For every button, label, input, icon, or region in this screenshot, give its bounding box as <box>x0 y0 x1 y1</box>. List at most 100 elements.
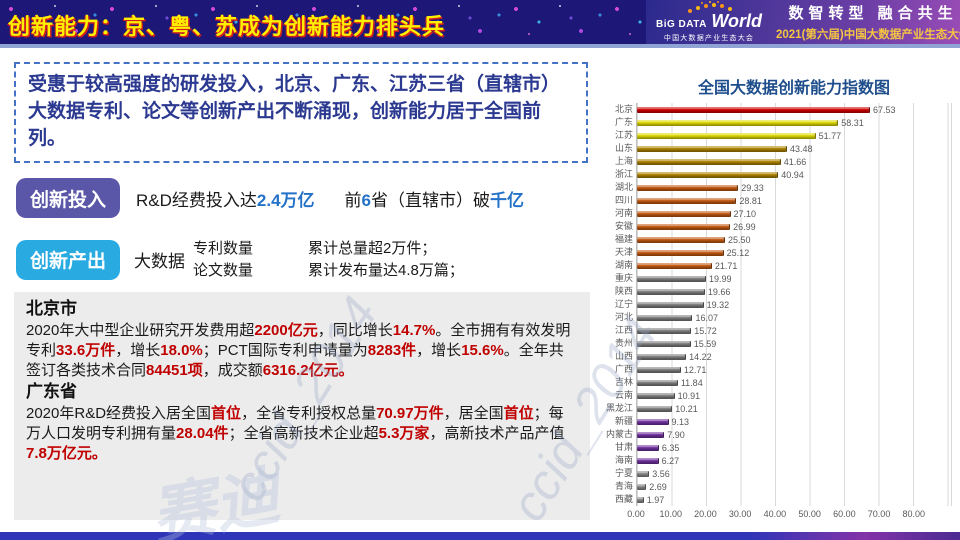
chart-category-label: 辽宁 <box>614 299 633 309</box>
chart-bar-value: 25.12 <box>726 247 750 258</box>
conference-logo-block: BiG DATA World 中国大数据产业生态大会 数智转型 融合共生 202… <box>646 0 960 44</box>
chart-bar-row: 10.21 <box>637 402 951 415</box>
chart-x-tick: 40.00 <box>763 509 787 519</box>
chart-bar <box>637 470 650 477</box>
bigdata-label: 大数据 <box>134 252 185 272</box>
chart-bar-value: 9.13 <box>671 416 690 427</box>
chart-category-label: 四川 <box>614 195 633 205</box>
chart-bar-row: 6.35 <box>637 441 951 454</box>
province-details-box: 北京市 2020年大中型企业研究开发费用超2200亿元，同比增长14.7%。全市… <box>14 292 590 520</box>
chart-category-label: 上海 <box>614 156 633 166</box>
chart-bar-value: 21.71 <box>714 260 738 271</box>
chart-bar <box>637 184 739 191</box>
globe-dots-icon <box>686 2 732 13</box>
output-items: 专利数量 论文数量 <box>193 238 253 282</box>
chart-title: 全国大数据创新能力指数图 <box>697 80 890 97</box>
chart-bar-value: 6.35 <box>661 442 680 453</box>
patent-total-text: 累计总量超2万件； <box>308 240 437 257</box>
chart-bar <box>637 223 731 230</box>
chart-category-label: 贵州 <box>614 338 633 348</box>
chart-bar-value: 58.31 <box>841 117 864 128</box>
chart-category-label: 安徽 <box>614 221 633 231</box>
chart-bar <box>637 236 725 243</box>
chart-bar-row: 29.33 <box>637 181 951 194</box>
chart-bar-row: 58.31 <box>637 116 951 129</box>
chart-bar-row: 3.56 <box>637 467 951 480</box>
intro-summary-box: 受惠于较高强度的研发投入，北京、广东、江苏三省（直辖市）大数据专利、论文等创新产… <box>14 62 588 163</box>
chart-bar-row: 43.48 <box>637 142 951 155</box>
chart-bar-value: 28.81 <box>739 195 762 206</box>
chart-bar <box>637 418 669 425</box>
rd-investment-text: R&D经费投入达2.4万亿 <box>136 190 315 210</box>
chart-bar <box>637 171 779 178</box>
chart-bar <box>637 405 673 412</box>
chart-x-tick: 60.00 <box>833 509 856 519</box>
chart-category-label: 宁夏 <box>614 468 633 478</box>
chart-bar-row: 15.72 <box>637 324 951 337</box>
beijing-title: 北京市 <box>26 299 77 318</box>
output-badge: 创新产出 <box>16 239 120 280</box>
innovation-output-row: 创新产出 大数据 专利数量 论文数量 累计总量超2万件； 累计发布量达4.8万篇… <box>16 238 464 282</box>
chart-body: 北京 广东 江苏 山东 上海 浙江 湖北 四川 河南 安徽 福建 天津 湖南 重庆 陕西 辽宁 河北 江西 贵州 山西… <box>600 103 952 506</box>
header-divider <box>0 44 960 48</box>
chart-category-label: 江西 <box>614 325 633 335</box>
logo-world-text: World <box>711 10 762 31</box>
chart-bar-row: 14.22 <box>637 350 951 363</box>
guangdong-detail-text: 2020年R&D经费投入居全国首位，全省专利授权总量70.97万件，居全国首位；… <box>26 405 565 463</box>
top-provinces-text: 前6省（直辖市）破千亿 <box>344 190 525 210</box>
chart-category-label: 山西 <box>614 351 633 361</box>
chart-bar-row: 15.59 <box>637 337 951 350</box>
chart-bar-row: 19.99 <box>637 272 951 285</box>
chart-bar-value: 15.72 <box>694 325 717 336</box>
patent-count-label: 专利数量 <box>193 240 254 257</box>
chart-bar <box>637 327 692 334</box>
chart-bar-value: 40.94 <box>781 169 804 180</box>
chart-y-labels: 北京 广东 江苏 山东 上海 浙江 湖北 四川 河南 安徽 福建 天津 湖南 重庆 陕西 辽宁 河北 江西 贵州 山西… <box>600 103 636 506</box>
chart-bar-value: 19.99 <box>708 273 732 284</box>
chart-bar-value: 27.10 <box>733 208 757 219</box>
chart-bar-row: 40.94 <box>637 168 951 181</box>
chart-bar-row: 25.12 <box>637 246 951 259</box>
chart-bar <box>637 197 737 204</box>
chart-bar-value: 19.32 <box>706 299 730 310</box>
chart-bar-value: 19.66 <box>707 286 731 297</box>
chart-bar <box>637 275 706 282</box>
chart-x-tick: 0.00 <box>627 509 645 519</box>
chart-bar-row: 6.27 <box>637 454 951 467</box>
conference-text: 数智转型 融合共生 2021(第六届)中国大数据产业生态大会 <box>776 2 960 42</box>
chart-bar-row: 21.71 <box>637 259 951 272</box>
chart-bar <box>637 314 693 321</box>
chart-category-label: 新疆 <box>614 416 633 426</box>
chart-bar-row: 1.97 <box>637 493 951 506</box>
chart-bar-row: 12.71 <box>637 363 951 376</box>
chart-bar <box>637 483 647 490</box>
chart-bar-value: 7.90 <box>667 429 685 440</box>
chart-category-label: 青海 <box>614 481 633 491</box>
paper-count-label: 论文数量 <box>193 261 254 279</box>
paper-total-text: 累计发布量达4.8万篇； <box>308 261 464 279</box>
chart-bar-value: 16.07 <box>695 312 718 323</box>
chart-bar <box>637 496 644 503</box>
chart-bar <box>637 379 678 386</box>
chart-bar-value: 3.56 <box>652 468 670 479</box>
chart-category-label: 河北 <box>614 312 633 322</box>
chart-x-axis: 0.00 10.00 20.00 30.00 40.00 50.00 60.00 70.00 8… <box>627 509 952 523</box>
investment-badge: 创新投入 <box>16 178 120 218</box>
chart-bar-row: 51.77 <box>637 129 951 142</box>
chart-category-label: 吉林 <box>614 377 633 387</box>
chart-bar-value: 43.48 <box>790 143 813 154</box>
chart-bar <box>637 340 691 347</box>
chart-category-label: 陕西 <box>614 286 633 296</box>
chart-bar-row: 19.32 <box>637 298 951 311</box>
chart-bar-value: 10.91 <box>677 390 701 401</box>
chart-bar-value: 26.99 <box>733 221 756 232</box>
chart-category-label: 江苏 <box>614 130 633 140</box>
chart-x-tick: 50.00 <box>798 509 821 519</box>
chart-category-label: 天津 <box>614 247 633 257</box>
conference-event-name: 2021(第六届)中国大数据产业生态大会 <box>775 29 960 41</box>
chart-bar <box>637 457 659 464</box>
chart-category-label: 北京 <box>614 104 633 114</box>
logo-bigdata-text: BiG DATA <box>656 18 707 30</box>
bigdata-world-logo: BiG DATA World 中国大数据产业生态大会 <box>656 2 762 43</box>
chart-bar <box>637 106 870 113</box>
